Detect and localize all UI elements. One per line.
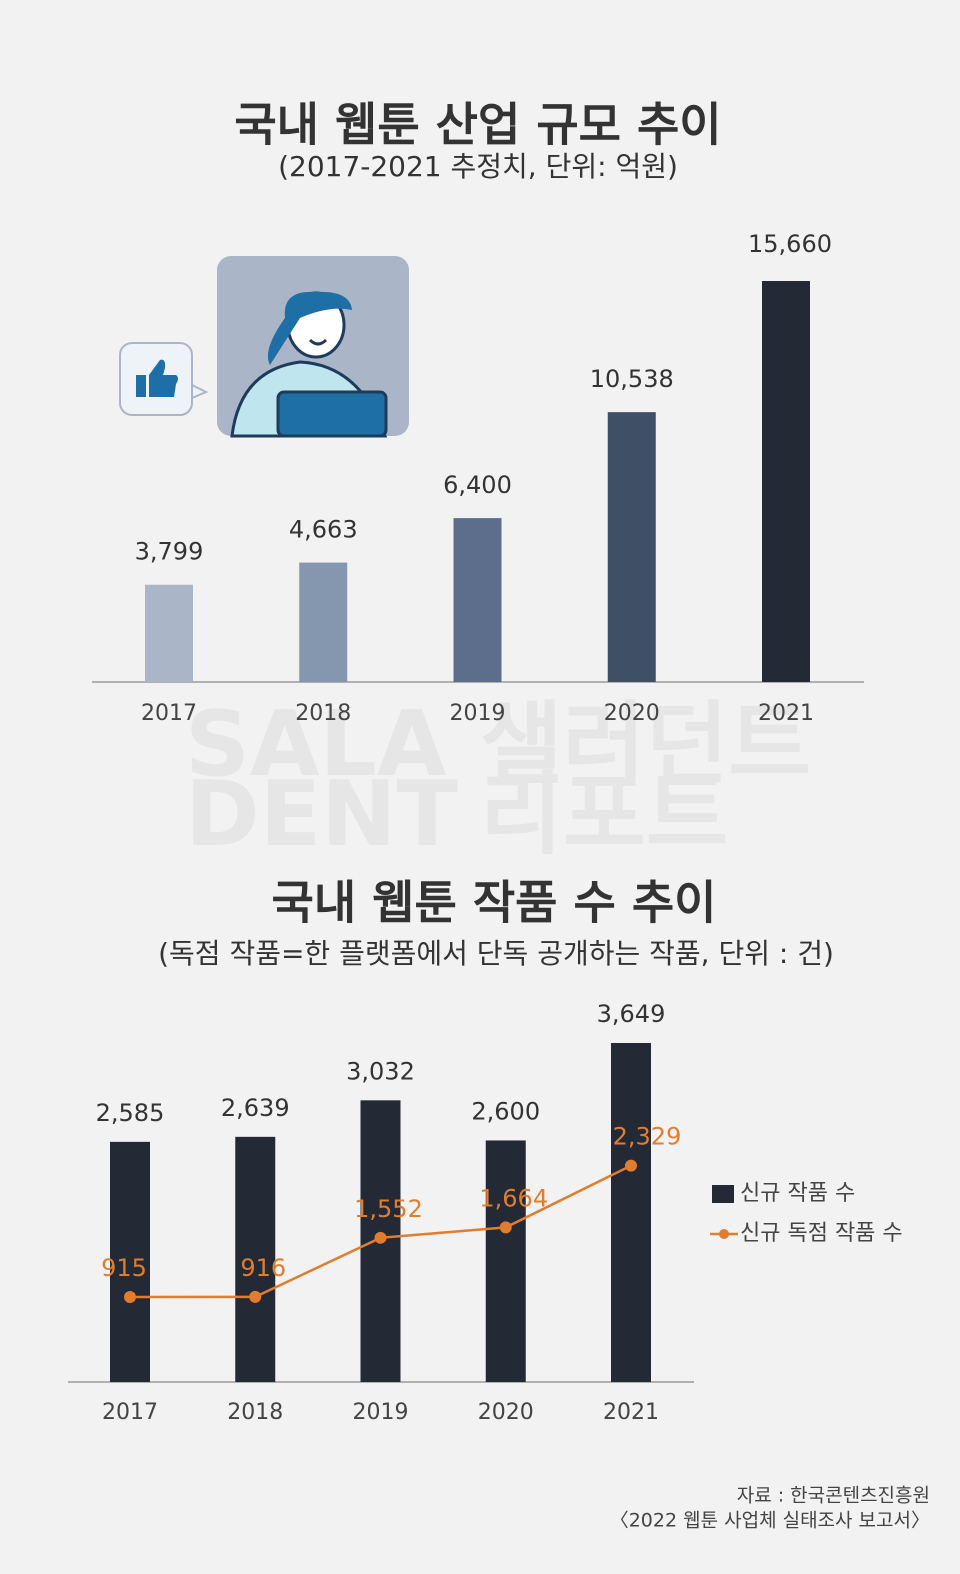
bar (453, 518, 502, 682)
value-label: 2,329 (613, 1123, 682, 1151)
x-tick-label: 2018 (295, 701, 351, 726)
value-label: 2,639 (221, 1094, 290, 1122)
x-tick-label: 2019 (450, 701, 506, 726)
x-tick-label: 2017 (141, 701, 197, 726)
bar (299, 562, 348, 682)
x-tick-label: 2017 (102, 1400, 158, 1425)
chart-title: 국내 웹툰 산업 규모 추이 (234, 98, 721, 152)
bar (611, 1043, 651, 1382)
watermark: SALA (185, 692, 447, 797)
watermark: 리포트 (480, 762, 728, 867)
x-tick-label: 2020 (604, 701, 660, 726)
value-label: 915 (101, 1254, 147, 1282)
x-tick-label: 2020 (478, 1400, 534, 1425)
legend-label: 신규 독점 작품 수 (740, 1221, 903, 1246)
value-label: 10,538 (590, 365, 674, 393)
value-label: 3,799 (135, 538, 204, 566)
value-label: 916 (240, 1254, 286, 1282)
point (625, 1159, 637, 1172)
bar (607, 412, 656, 682)
legend-swatch (719, 1229, 729, 1239)
bar (485, 1140, 526, 1382)
value-label: 6,400 (443, 471, 512, 499)
illustration (119, 256, 409, 438)
legend-swatch (712, 1185, 734, 1203)
bar (235, 1136, 276, 1382)
value-label: 3,649 (597, 1000, 666, 1028)
value-label: 1,552 (354, 1195, 423, 1223)
watermark: 샐러던트 (480, 692, 811, 797)
value-label: 2,585 (96, 1099, 165, 1127)
x-tick-label: 2018 (227, 1400, 283, 1425)
legend-label: 신규 작품 수 (740, 1181, 855, 1206)
value-label: 1,664 (479, 1184, 548, 1212)
chart-subtitle: (2017-2021 추정치, 단위: 억원) (278, 150, 678, 183)
bar (762, 281, 810, 682)
point (249, 1290, 262, 1303)
value-label: 3,032 (346, 1057, 415, 1085)
source: 〈2022 웹툰 사업체 실태조사 보고서〉 (610, 1510, 930, 1532)
source: 자료 : 한국콘텐츠진흥원 (737, 1485, 930, 1507)
watermark: DENT (185, 762, 458, 867)
value-label: 15,660 (748, 230, 832, 258)
x-tick-label: 2019 (353, 1400, 409, 1425)
bar (145, 584, 193, 682)
point (374, 1231, 387, 1244)
chart-subtitle: (독점 작품=한 플랫폼에서 단독 공개하는 작품, 단위 : 건) (158, 937, 834, 970)
value-label: 4,663 (289, 516, 358, 544)
x-tick-label: 2021 (603, 1400, 659, 1425)
bar (110, 1141, 150, 1382)
point (124, 1290, 136, 1303)
x-tick-label: 2021 (758, 701, 814, 726)
chart-title: 국내 웹툰 작품 수 추이 (272, 876, 717, 930)
value-label: 2,600 (471, 1097, 540, 1125)
point (499, 1221, 512, 1234)
